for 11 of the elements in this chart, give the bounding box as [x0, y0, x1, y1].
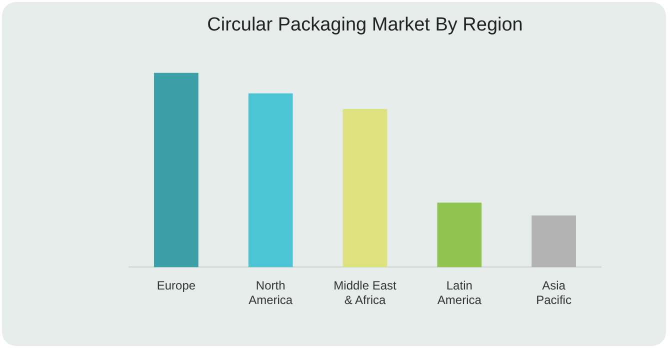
bar	[342, 108, 388, 268]
chart-title: Circular Packaging Market By Region	[207, 14, 523, 36]
bar	[532, 215, 576, 268]
bar	[248, 93, 293, 268]
x-tick-label: Asia Pacific	[536, 278, 572, 308]
x-tick-label: Latin America	[437, 278, 482, 308]
x-tick-label: Europe	[156, 278, 196, 293]
bar	[437, 202, 482, 268]
bar	[154, 72, 198, 268]
x-tick-label: North America	[248, 278, 293, 308]
x-tick-label: Middle East & Africa	[334, 278, 398, 308]
